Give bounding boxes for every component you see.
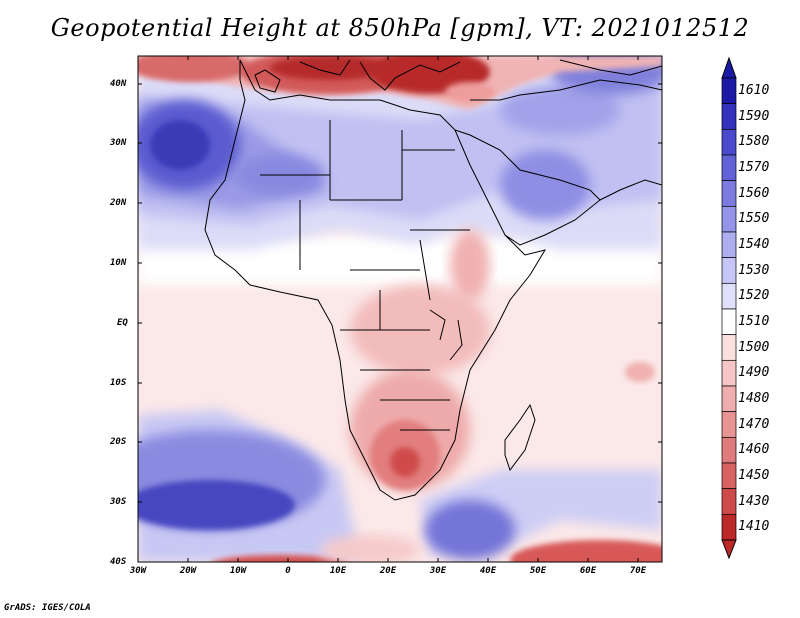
colorbar-label: 1480 bbox=[738, 390, 770, 406]
colorbar-label: 1550 bbox=[738, 211, 770, 227]
colorbar-label: 1610 bbox=[738, 82, 770, 98]
colorbar-swatch bbox=[721, 513, 737, 541]
contour-field bbox=[138, 56, 662, 562]
colorbar-swatch bbox=[721, 436, 737, 464]
colorbar-swatch bbox=[721, 257, 737, 284]
lat-label: EQ bbox=[117, 318, 128, 328]
lon-label: 20E bbox=[379, 566, 397, 576]
lon-label: 20W bbox=[179, 566, 197, 576]
lon-label: 40E bbox=[479, 566, 497, 576]
colorbar-label: 1530 bbox=[738, 262, 770, 278]
colorbar-label: 1450 bbox=[738, 467, 770, 483]
colorbar-swatch bbox=[721, 334, 737, 361]
lon-label: 30W bbox=[129, 566, 147, 576]
colorbar-bottom-arrow bbox=[721, 539, 737, 560]
lon-label: 30E bbox=[429, 566, 447, 576]
lat-label: 10S bbox=[110, 378, 127, 388]
grads-credit: GrADS: IGES/COLA bbox=[4, 603, 91, 613]
colorbar-label: 1570 bbox=[738, 159, 770, 175]
colorbar-label: 1540 bbox=[738, 236, 770, 252]
colorbar-label: 1500 bbox=[738, 339, 770, 355]
colorbar-swatch bbox=[721, 180, 737, 207]
colorbar-label: 1460 bbox=[738, 442, 770, 458]
colorbar-label: 1590 bbox=[738, 108, 770, 124]
lat-label: 40S bbox=[110, 557, 127, 567]
lon-label: 10W bbox=[229, 566, 247, 576]
coastline-outline bbox=[204, 59, 662, 501]
colorbar-label: 1560 bbox=[738, 185, 770, 201]
lon-label: 10E bbox=[329, 566, 347, 576]
colorbar-swatch bbox=[721, 154, 737, 182]
colorbar-swatch bbox=[721, 282, 737, 310]
lat-label: 20S bbox=[110, 437, 127, 447]
lon-ticks bbox=[187, 56, 639, 562]
colorbar bbox=[721, 56, 737, 560]
colorbar-swatch bbox=[721, 308, 737, 336]
lat-label: 10N bbox=[110, 258, 127, 268]
colorbar-label: 1410 bbox=[738, 519, 770, 535]
lat-ticks bbox=[138, 83, 662, 503]
colorbar-label: 1430 bbox=[738, 493, 770, 509]
lat-label: 30S bbox=[110, 497, 127, 507]
colorbar-swatch bbox=[721, 488, 737, 515]
colorbar-swatch bbox=[721, 103, 737, 130]
plot-frame bbox=[137, 55, 663, 563]
lon-label: 60E bbox=[579, 566, 597, 576]
colorbar-swatch bbox=[721, 359, 737, 387]
colorbar-label: 1510 bbox=[738, 313, 770, 329]
colorbar-top-arrow bbox=[721, 56, 737, 79]
colorbar-label: 1520 bbox=[738, 288, 770, 304]
colorbar-swatch bbox=[721, 128, 737, 156]
colorbar-swatch bbox=[721, 385, 737, 413]
lon-label: 0 bbox=[285, 566, 291, 576]
colorbar-swatch bbox=[721, 231, 737, 259]
colorbar-swatch bbox=[721, 205, 737, 233]
lat-label: 40N bbox=[110, 79, 127, 89]
colorbar-label: 1490 bbox=[738, 365, 770, 381]
lat-label: 20N bbox=[110, 198, 127, 208]
colorbar-swatch bbox=[721, 77, 737, 105]
lon-label: 50E bbox=[529, 566, 547, 576]
lat-label: 30N bbox=[110, 138, 127, 148]
lon-label: 70E bbox=[629, 566, 647, 576]
map-title: Geopotential Height at 850hPa [gpm], VT:… bbox=[50, 14, 750, 42]
colorbar-label: 1470 bbox=[738, 416, 770, 432]
colorbar-swatch bbox=[721, 462, 737, 490]
colorbar-swatch bbox=[721, 411, 737, 438]
colorbar-label: 1580 bbox=[738, 134, 770, 150]
